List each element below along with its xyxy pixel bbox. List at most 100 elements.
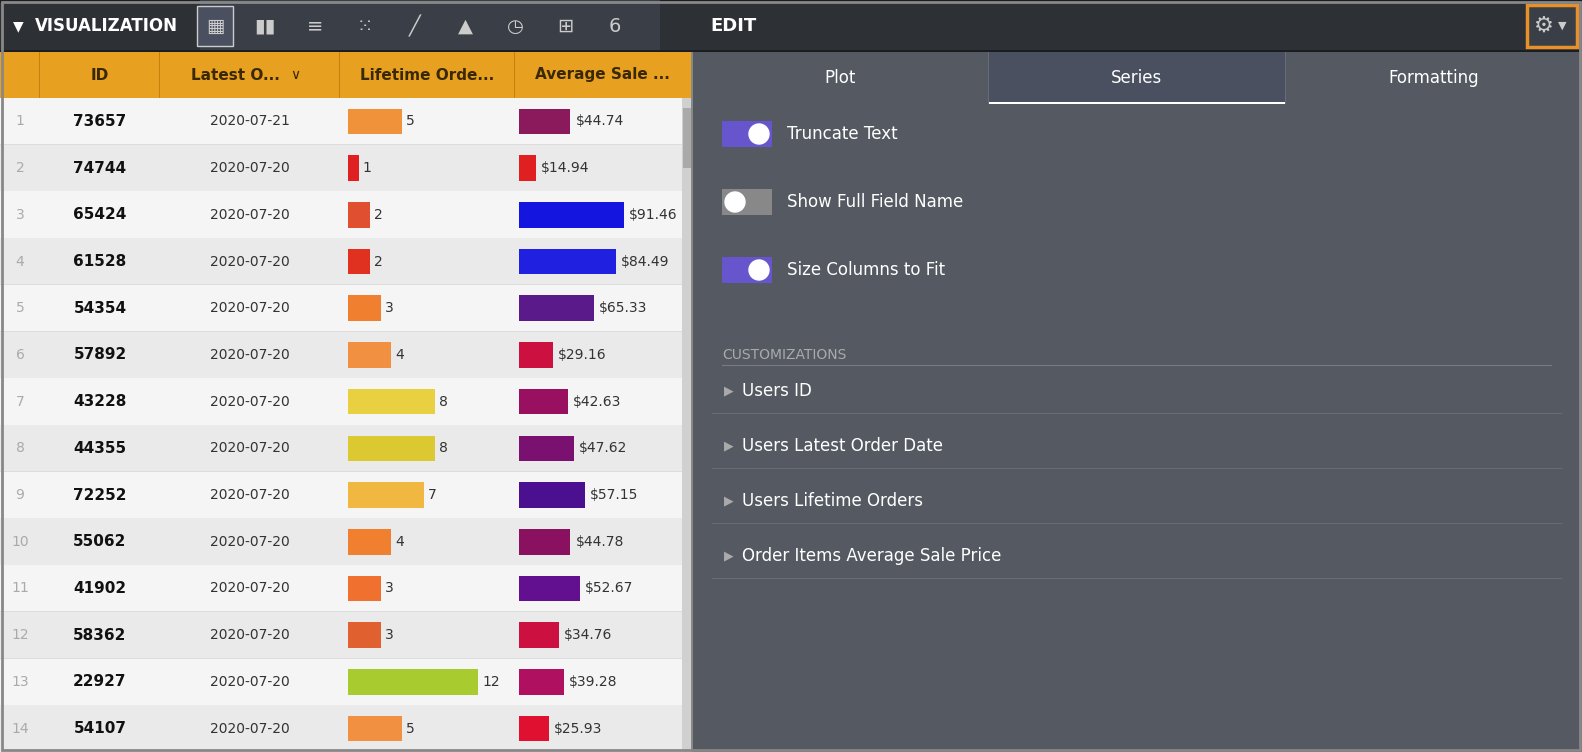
Text: Order Items Average Sale Price: Order Items Average Sale Price: [742, 547, 1001, 565]
Text: 1: 1: [16, 114, 24, 129]
Text: ▲: ▲: [457, 17, 473, 35]
Text: 58362: 58362: [73, 628, 127, 643]
Text: 2020-07-20: 2020-07-20: [210, 302, 290, 315]
Text: $25.93: $25.93: [554, 722, 603, 735]
Text: ▶: ▶: [725, 384, 734, 398]
Bar: [198, 6, 233, 46]
Text: 5: 5: [407, 114, 414, 129]
Text: 3: 3: [384, 302, 394, 315]
Text: ◷: ◷: [506, 17, 524, 35]
Text: 4: 4: [396, 535, 403, 549]
Bar: [989, 52, 1285, 104]
Text: 2: 2: [373, 208, 383, 222]
Text: $44.78: $44.78: [576, 535, 623, 549]
Text: Formatting: Formatting: [1389, 69, 1479, 87]
Bar: [348, 202, 370, 228]
Text: $42.63: $42.63: [573, 395, 622, 408]
Bar: [1527, 5, 1577, 47]
Bar: [0, 378, 691, 425]
Text: 44355: 44355: [73, 441, 127, 456]
Bar: [0, 566, 691, 612]
Text: ▼: ▼: [13, 19, 24, 33]
Bar: [199, 0, 660, 52]
Text: 14: 14: [11, 722, 28, 735]
Text: 8: 8: [438, 441, 448, 456]
Text: Plot: Plot: [824, 69, 856, 87]
Text: 13: 13: [11, 675, 28, 689]
Text: $47.62: $47.62: [579, 441, 626, 456]
Text: 10: 10: [11, 535, 28, 549]
Text: ▦: ▦: [206, 17, 225, 35]
Bar: [348, 669, 478, 695]
Text: Users Lifetime Orders: Users Lifetime Orders: [742, 492, 922, 510]
Text: 2020-07-20: 2020-07-20: [210, 161, 290, 175]
Bar: [519, 529, 571, 555]
Text: 41902: 41902: [73, 581, 127, 596]
Bar: [0, 98, 691, 144]
Text: 3: 3: [384, 628, 394, 642]
Bar: [0, 425, 691, 472]
Bar: [0, 192, 691, 238]
Bar: [348, 623, 381, 648]
Text: ID: ID: [90, 68, 109, 83]
Bar: [519, 249, 615, 274]
Bar: [348, 249, 370, 274]
Bar: [691, 52, 693, 752]
Bar: [519, 575, 579, 602]
Bar: [519, 389, 568, 414]
Text: 9: 9: [16, 488, 24, 502]
Bar: [348, 575, 381, 602]
Text: 2020-07-20: 2020-07-20: [210, 535, 290, 549]
Text: 2020-07-20: 2020-07-20: [210, 441, 290, 456]
Bar: [348, 716, 402, 741]
Bar: [348, 296, 381, 321]
Circle shape: [748, 124, 769, 144]
Text: 2020-07-20: 2020-07-20: [210, 348, 290, 362]
FancyBboxPatch shape: [721, 189, 772, 215]
Text: $52.67: $52.67: [585, 581, 633, 596]
Text: 2020-07-20: 2020-07-20: [210, 488, 290, 502]
Bar: [519, 482, 585, 508]
Text: ∨: ∨: [290, 68, 301, 82]
Text: 4: 4: [16, 254, 24, 268]
Bar: [0, 238, 691, 285]
Bar: [0, 52, 691, 752]
Text: ⚙: ⚙: [1535, 16, 1554, 36]
Text: 2020-07-21: 2020-07-21: [210, 114, 290, 129]
Text: 65424: 65424: [73, 208, 127, 223]
Bar: [721, 365, 1552, 366]
Text: $84.49: $84.49: [622, 254, 669, 268]
Bar: [519, 623, 558, 648]
Text: Latest O...: Latest O...: [190, 68, 280, 83]
Text: 22927: 22927: [73, 675, 127, 690]
FancyBboxPatch shape: [721, 121, 772, 147]
Text: 2020-07-20: 2020-07-20: [210, 628, 290, 642]
Text: ⊞: ⊞: [557, 17, 573, 35]
Bar: [348, 389, 435, 414]
Text: $29.16: $29.16: [557, 348, 606, 362]
Text: Users ID: Users ID: [742, 382, 812, 400]
Text: 12: 12: [483, 675, 500, 689]
Bar: [0, 518, 691, 566]
Circle shape: [725, 192, 745, 212]
Text: ▼: ▼: [1558, 21, 1566, 31]
Text: Series: Series: [1112, 69, 1163, 87]
Bar: [519, 155, 536, 181]
Bar: [519, 342, 552, 368]
Bar: [519, 669, 565, 695]
Text: 2020-07-20: 2020-07-20: [210, 722, 290, 735]
Text: CUSTOMIZATIONS: CUSTOMIZATIONS: [721, 348, 846, 362]
Bar: [0, 0, 1582, 52]
Bar: [0, 332, 691, 378]
Text: $39.28: $39.28: [570, 675, 617, 689]
Text: 54107: 54107: [73, 721, 127, 736]
Text: 43228: 43228: [73, 394, 127, 409]
Text: ▶: ▶: [725, 495, 734, 508]
Text: 2020-07-20: 2020-07-20: [210, 675, 290, 689]
Text: 2020-07-20: 2020-07-20: [210, 254, 290, 268]
Text: VISUALIZATION: VISUALIZATION: [35, 17, 179, 35]
Bar: [0, 659, 691, 705]
FancyBboxPatch shape: [721, 257, 772, 283]
Bar: [1285, 52, 1582, 104]
Text: $44.74: $44.74: [576, 114, 623, 129]
